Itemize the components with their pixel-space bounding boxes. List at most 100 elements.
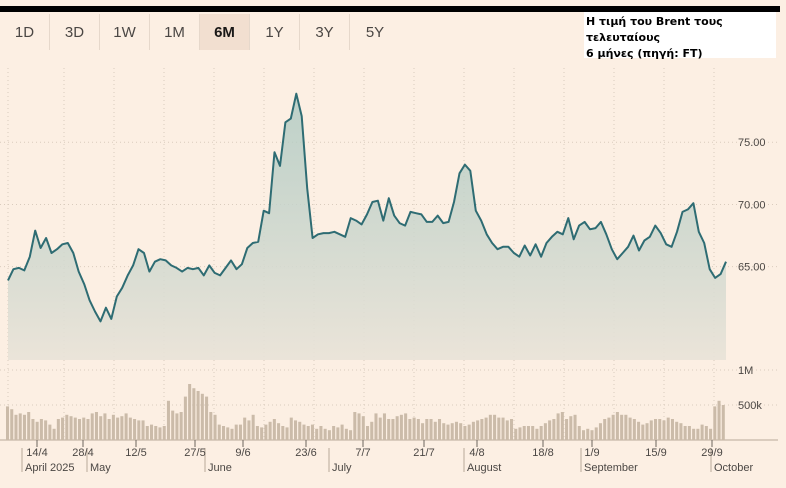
volume-bar bbox=[471, 421, 475, 440]
volume-bar bbox=[510, 419, 514, 440]
volume-bar bbox=[404, 413, 408, 440]
volume-bar bbox=[459, 423, 463, 440]
volume-bar bbox=[298, 421, 302, 440]
x-month-label: August bbox=[467, 462, 501, 474]
volume-bar bbox=[598, 423, 602, 440]
tab-3y[interactable]: 3Y bbox=[300, 14, 350, 50]
volume-bar bbox=[255, 426, 259, 440]
volume-bar bbox=[150, 424, 154, 440]
volume-bar bbox=[336, 427, 340, 440]
volume-bar bbox=[205, 396, 209, 440]
volume-bar bbox=[52, 428, 56, 440]
volume-bar bbox=[611, 414, 615, 440]
volume-bar bbox=[463, 426, 467, 440]
volume-bar bbox=[10, 409, 14, 440]
x-tick-label: 15/9 bbox=[645, 447, 666, 459]
volume-bar bbox=[103, 413, 107, 440]
volume-bar bbox=[145, 426, 149, 440]
y-tick-label: 75.00 bbox=[738, 137, 766, 149]
volume-bar bbox=[628, 417, 632, 440]
volume-bar bbox=[675, 421, 679, 440]
volume-bar bbox=[531, 426, 535, 440]
volume-bar bbox=[86, 419, 90, 440]
volume-bar bbox=[467, 424, 471, 440]
volume-bar bbox=[44, 420, 48, 440]
volume-bar bbox=[387, 419, 391, 440]
volume-bar bbox=[35, 421, 39, 440]
volume-bar bbox=[590, 430, 594, 440]
volume-bar bbox=[323, 428, 327, 440]
volume-bar bbox=[48, 424, 52, 440]
volume-bar bbox=[340, 424, 344, 440]
volume-bar bbox=[670, 419, 674, 440]
volume-bar bbox=[586, 428, 590, 440]
volume-bar bbox=[569, 416, 573, 440]
volume-bar bbox=[179, 412, 183, 440]
volume-bar bbox=[493, 414, 497, 440]
volume-bar bbox=[22, 414, 26, 440]
volume-bar bbox=[310, 424, 314, 440]
volume-bar bbox=[61, 417, 65, 440]
tab-1d[interactable]: 1D bbox=[0, 14, 50, 50]
volume-bar bbox=[526, 426, 530, 440]
volume-bar bbox=[556, 413, 560, 440]
volume-bar bbox=[717, 400, 721, 440]
volume-bar bbox=[692, 428, 696, 440]
volume-bar bbox=[226, 427, 230, 440]
volume-bar bbox=[78, 419, 82, 440]
tab-1y[interactable]: 1Y bbox=[250, 14, 300, 50]
volume-bar bbox=[709, 428, 713, 440]
volume-bar bbox=[107, 419, 111, 440]
volume-bar bbox=[700, 424, 704, 440]
volume-bar bbox=[82, 417, 86, 440]
volume-bar bbox=[162, 426, 166, 440]
volume-bar bbox=[302, 424, 306, 440]
volume-bar bbox=[408, 419, 412, 440]
volume-bar bbox=[713, 406, 717, 440]
volume-bar bbox=[154, 426, 158, 440]
x-month-label: September bbox=[584, 462, 638, 474]
tab-6m[interactable]: 6M bbox=[200, 14, 250, 50]
volume-bar bbox=[654, 419, 658, 440]
volume-bar bbox=[349, 430, 353, 440]
tab-1w[interactable]: 1W bbox=[100, 14, 150, 50]
volume-bar bbox=[14, 414, 18, 440]
tab-5y[interactable]: 5Y bbox=[365, 23, 385, 41]
volume-bar bbox=[124, 413, 128, 440]
volume-bar bbox=[133, 419, 137, 440]
volume-bar bbox=[641, 424, 645, 440]
x-tick-label: 18/8 bbox=[532, 447, 553, 459]
volume-bar bbox=[234, 424, 238, 440]
volume-bar bbox=[18, 413, 22, 440]
volume-bar bbox=[251, 414, 255, 440]
price-area-fill bbox=[8, 93, 726, 360]
volume-bar bbox=[543, 423, 547, 440]
volume-bar bbox=[446, 424, 450, 440]
x-tick-label: 7/7 bbox=[355, 447, 370, 459]
volume-bar bbox=[141, 420, 145, 440]
volume-bar bbox=[158, 427, 162, 440]
volume-bar bbox=[721, 405, 725, 440]
volume-tick-label: 500k bbox=[738, 400, 762, 412]
volume-bar bbox=[327, 430, 331, 440]
volume-bar bbox=[399, 414, 403, 440]
volume-bar bbox=[433, 421, 437, 440]
volume-bar bbox=[222, 426, 226, 440]
volume-bar bbox=[370, 421, 374, 440]
x-month-label: May bbox=[90, 462, 111, 474]
volume-bar bbox=[39, 419, 43, 440]
volume-bar bbox=[217, 424, 221, 440]
volume-bar bbox=[662, 420, 666, 440]
tab-1m[interactable]: 1M bbox=[150, 14, 200, 50]
caption-line-2: 6 μήνες (πηγή: FT) bbox=[586, 47, 703, 60]
volume-bar bbox=[166, 400, 170, 440]
volume-bar bbox=[683, 426, 687, 440]
volume-bar bbox=[366, 426, 370, 440]
tab-3d[interactable]: 3D bbox=[50, 14, 100, 50]
volume-bar bbox=[421, 423, 425, 440]
volume-bar bbox=[192, 388, 196, 440]
volume-bar bbox=[497, 417, 501, 440]
caption-line-1: Η τιμή του Brent τους τελευταίους bbox=[586, 15, 723, 44]
volume-bar bbox=[565, 419, 569, 440]
